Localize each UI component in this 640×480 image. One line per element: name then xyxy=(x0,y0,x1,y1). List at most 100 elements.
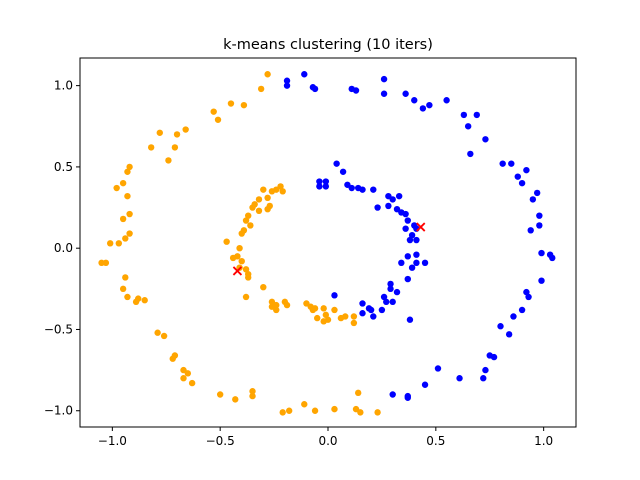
scatter-point xyxy=(359,300,366,307)
scatter-point xyxy=(173,131,181,138)
scatter-point xyxy=(518,306,526,314)
scatter-point xyxy=(398,259,405,267)
scatter-point xyxy=(395,192,403,200)
scatter-point xyxy=(467,150,474,158)
scatter-point xyxy=(359,186,366,193)
scatter-point xyxy=(147,144,155,151)
scatter-point xyxy=(279,188,286,195)
scatter-point xyxy=(505,331,513,338)
y-tick-label: −1.0 xyxy=(44,404,73,418)
scatter-point xyxy=(404,394,411,401)
scatter-point xyxy=(122,235,129,242)
scatter-point xyxy=(525,293,532,301)
scatter-point xyxy=(279,409,286,416)
scatter-point xyxy=(408,231,416,239)
scatter-point xyxy=(383,298,390,306)
scatter-point xyxy=(182,126,189,133)
scatter-point xyxy=(533,189,541,197)
scatter-point xyxy=(523,166,530,174)
scatter-point xyxy=(316,183,323,190)
scatter-point xyxy=(249,388,256,395)
scatter-point xyxy=(245,274,252,281)
scatter-point xyxy=(387,280,394,288)
scatter-point xyxy=(549,254,556,262)
scatter-point xyxy=(331,292,338,299)
scatter-point xyxy=(538,277,545,284)
scatter-point xyxy=(311,305,319,312)
scatter-point xyxy=(482,136,489,143)
scatter-point xyxy=(380,90,388,97)
scatter-point xyxy=(331,306,338,314)
scatter-point xyxy=(229,254,237,262)
scatter-point xyxy=(411,97,418,104)
scatter-point xyxy=(406,236,414,244)
scatter-point xyxy=(393,288,401,296)
scatter-point xyxy=(342,313,349,320)
scatter-point xyxy=(141,297,148,304)
scatter-point xyxy=(320,318,327,325)
scatter-point xyxy=(404,217,411,224)
scatter-point xyxy=(490,353,498,361)
centroid-marker xyxy=(232,266,243,276)
scatter-point xyxy=(510,313,517,320)
scatter-point xyxy=(536,212,543,219)
scatter-point xyxy=(374,204,381,211)
scatter-point xyxy=(277,183,284,190)
scatter-point xyxy=(124,293,131,301)
x-tick-label: −0.5 xyxy=(206,434,235,448)
scatter-point xyxy=(113,184,120,192)
centroid-marker xyxy=(416,222,426,232)
scatter-point xyxy=(122,274,129,281)
scatter-point xyxy=(169,355,176,362)
scatter-point xyxy=(538,249,545,257)
scatter-point xyxy=(214,116,222,123)
scatter-point xyxy=(406,316,414,323)
scatter-point xyxy=(380,75,388,83)
scatter-point xyxy=(331,405,338,413)
scatter-point xyxy=(311,407,319,414)
y-tick-label: 0.5 xyxy=(54,160,73,174)
scatter-point xyxy=(171,144,179,151)
scatter-point xyxy=(426,101,433,109)
centroid-stroke xyxy=(416,222,426,232)
scatter-point xyxy=(404,253,411,260)
scatter-point xyxy=(184,370,192,377)
scatter-point xyxy=(456,375,463,382)
scatter-point xyxy=(188,379,196,387)
scatter-point xyxy=(216,391,224,398)
scatter-point xyxy=(413,259,420,267)
scatter-point xyxy=(316,178,323,185)
scatter-point xyxy=(238,257,245,265)
y-tick-label: −0.5 xyxy=(44,322,73,336)
scatter-point xyxy=(283,82,291,89)
scatter-point xyxy=(301,71,308,78)
scatter-point xyxy=(322,178,330,185)
scatter-point xyxy=(247,222,254,229)
scatter-point xyxy=(408,264,416,271)
scatter-point xyxy=(374,409,381,416)
scatter-point xyxy=(378,306,386,314)
scatter-point xyxy=(370,313,377,320)
scatter-point xyxy=(385,202,392,210)
scatter-point xyxy=(242,266,250,273)
scatter-point xyxy=(132,298,140,306)
x-tick-label: −1.0 xyxy=(98,434,127,448)
scatter-point xyxy=(380,293,388,301)
scatter-point xyxy=(223,238,230,245)
scatter-point xyxy=(434,365,442,372)
scatter-point xyxy=(527,227,534,234)
scatter-point xyxy=(419,105,427,112)
scatter-point xyxy=(210,108,217,115)
scatter-point xyxy=(124,168,131,175)
scatter-point xyxy=(320,305,327,312)
scatter-point xyxy=(350,319,358,327)
scatter-point xyxy=(352,87,360,94)
scatter-point xyxy=(115,240,123,247)
scatter-point xyxy=(523,288,530,296)
scatter-point xyxy=(499,160,506,167)
scatter-point xyxy=(268,188,276,195)
scatter-point xyxy=(460,111,468,119)
scatter-point xyxy=(180,375,187,382)
scatter-point xyxy=(249,204,256,211)
